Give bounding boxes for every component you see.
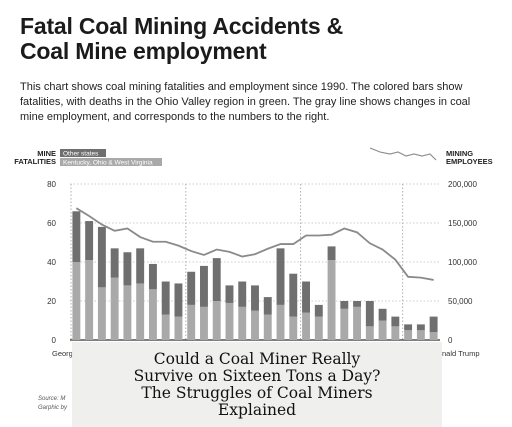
right-axis-title-line1: MINING xyxy=(446,149,473,158)
legend-label-other: Other states xyxy=(63,151,99,158)
bar-ohio-valley xyxy=(200,306,208,340)
bar-other-states xyxy=(212,258,221,301)
overlay-line1: Could a Coal Miner Really xyxy=(153,349,361,368)
right-tick-label: 200,000 xyxy=(448,180,477,189)
bar-other-states xyxy=(302,281,310,313)
bar-ohio-valley xyxy=(212,301,221,340)
bar-ohio-valley xyxy=(314,316,323,340)
bar-ohio-valley xyxy=(289,316,298,340)
chart-description: This chart shows coal mining fatalities … xyxy=(20,81,471,123)
bar-other-states xyxy=(276,248,285,305)
bar-other-states xyxy=(263,297,272,315)
bar-other-states xyxy=(251,285,259,311)
bar-ohio-valley xyxy=(327,260,336,340)
overlay-line2: Survive on Sixteen Tons a Day? xyxy=(133,366,381,385)
bar-other-states xyxy=(85,221,94,261)
bar-other-states xyxy=(225,285,234,303)
left-tick-label: 80 xyxy=(47,180,56,189)
bar-other-states xyxy=(327,246,336,261)
bar-other-states xyxy=(187,271,196,305)
bar-ohio-valley xyxy=(136,283,145,340)
bar-ohio-valley xyxy=(429,332,438,340)
bar-ohio-valley xyxy=(353,306,362,340)
bar-ohio-valley xyxy=(416,330,425,340)
left-axis-title-line1: MINE xyxy=(37,149,56,158)
bar-ohio-valley xyxy=(174,316,183,340)
bar-other-states xyxy=(314,304,323,317)
bar-other-states xyxy=(238,281,247,307)
bar-other-states xyxy=(404,324,413,331)
bar-ohio-valley xyxy=(85,260,94,340)
bar-ohio-valley xyxy=(148,289,157,340)
bar-ohio-valley xyxy=(123,285,132,340)
bar-ohio-valley xyxy=(251,310,259,340)
chart-title: Fatal Coal Mining Accidents & Coal Mine … xyxy=(20,14,500,64)
bar-other-states xyxy=(289,273,298,317)
bar-ohio-valley xyxy=(276,304,285,340)
bar-ohio-valley xyxy=(404,330,413,340)
bar-ohio-valley xyxy=(365,326,374,340)
overlay-line4: Explained xyxy=(217,400,297,419)
bar-other-states xyxy=(72,211,81,262)
right-tick-label: 100,000 xyxy=(448,258,477,267)
bar-ohio-valley xyxy=(378,320,387,340)
bar-ohio-valley xyxy=(225,302,234,340)
bar-other-states xyxy=(136,248,145,284)
bar-other-states xyxy=(391,316,400,327)
bar-ohio-valley xyxy=(72,262,81,340)
chart-title-line1: Fatal Coal Mining Accidents & xyxy=(20,13,344,39)
x-label-right: nald Trump xyxy=(442,349,480,358)
bar-ohio-valley xyxy=(340,308,349,340)
bar-other-states xyxy=(123,252,132,286)
right-axis-title-line2: EMPLOYEES xyxy=(446,157,493,166)
employment-legend-line xyxy=(369,147,437,161)
bar-ohio-valley xyxy=(263,314,272,340)
bar-ohio-valley xyxy=(238,306,247,340)
bar-ohio-valley xyxy=(161,314,170,340)
bar-ohio-valley xyxy=(302,312,310,340)
bar-ohio-valley xyxy=(110,277,119,340)
right-tick-label: 50,000 xyxy=(448,297,473,306)
bar-other-states xyxy=(110,248,119,278)
bar-other-states xyxy=(161,281,170,315)
left-tick-label: 40 xyxy=(47,258,56,267)
right-tick-label: 0 xyxy=(448,336,453,345)
bar-other-states xyxy=(200,265,208,307)
bar-ohio-valley xyxy=(97,287,106,340)
bar-ohio-valley xyxy=(391,326,400,340)
legend-label-ohio: Kentucky, Ohio & West Virginia xyxy=(63,160,153,167)
employment-line xyxy=(75,207,434,281)
x-label-left: Georg xyxy=(52,349,73,358)
bar-other-states xyxy=(174,283,183,317)
bar-other-states xyxy=(148,263,157,290)
right-tick-label: 150,000 xyxy=(448,219,477,228)
left-tick-label: 60 xyxy=(47,219,56,228)
left-tick-label: 0 xyxy=(52,336,57,345)
left-tick-label: 20 xyxy=(47,297,56,306)
bar-other-states xyxy=(353,301,362,307)
article-title-overlay: Could a Coal Miner Really Survive on Six… xyxy=(72,342,442,427)
legend-swatch-ohio xyxy=(60,158,162,166)
chart-title-line2: Coal Mine employment xyxy=(20,38,267,64)
overlay-line3: The Struggles of Coal Miners xyxy=(141,383,373,402)
bar-other-states xyxy=(378,308,387,321)
source-line1: Source: M xyxy=(38,396,66,402)
bar-ohio-valley xyxy=(187,304,196,340)
source-line2: Garphic by xyxy=(38,405,68,411)
left-axis-title-line2: FATALITIES xyxy=(14,157,56,166)
bar-other-states xyxy=(97,226,106,288)
source-note: Source: M Garphic by xyxy=(38,395,78,413)
bar-other-states xyxy=(429,316,438,333)
legend-swatch-other xyxy=(60,149,106,157)
bar-other-states xyxy=(340,301,349,309)
bar-other-states xyxy=(365,301,374,327)
bar-other-states xyxy=(416,324,425,331)
